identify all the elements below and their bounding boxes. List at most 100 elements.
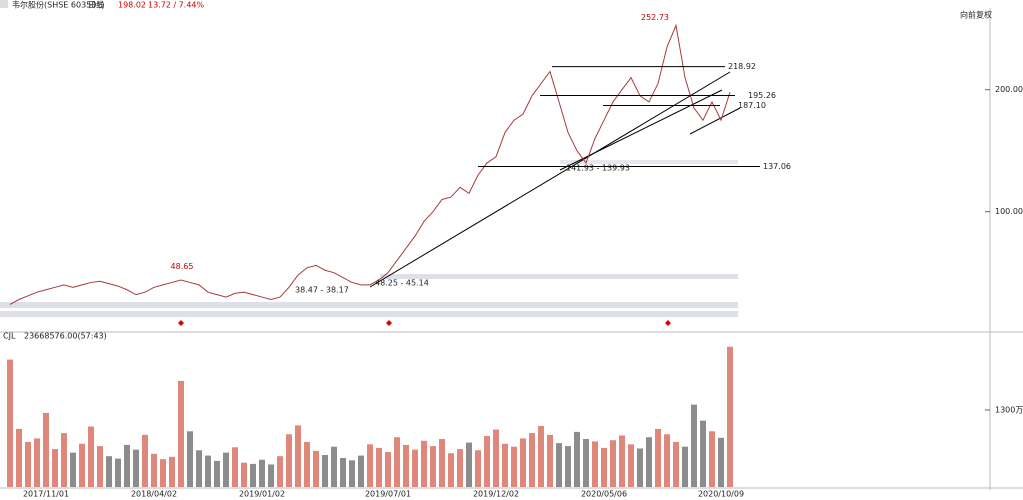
volume-bar (628, 444, 634, 487)
level-label: 218.92 (728, 62, 756, 71)
volume-bar (331, 446, 337, 487)
volume-bar (439, 439, 445, 487)
volume-bar (529, 433, 535, 487)
volume-bar (88, 426, 94, 487)
volume-bar (646, 437, 652, 487)
volume-bar (178, 380, 184, 487)
volume-bar (115, 458, 121, 487)
volume-bar (25, 441, 31, 487)
volume-bar (448, 453, 454, 487)
volume-bar (70, 452, 76, 487)
volume-bar (700, 420, 706, 487)
volume-bar (457, 449, 463, 487)
volume-bar (466, 442, 472, 487)
volume-bar (286, 434, 292, 487)
volume-bar (268, 464, 274, 487)
volume-bar (421, 440, 427, 487)
volume-bar (205, 455, 211, 487)
volume-bar (61, 433, 67, 487)
volume-bar (97, 446, 103, 487)
volume-bar (349, 460, 355, 487)
volume-bar (493, 429, 499, 487)
volume-bar (484, 436, 490, 487)
volume-bar (304, 441, 310, 487)
volume-bar (601, 447, 607, 487)
volume-bar (340, 457, 346, 487)
volume-bar (79, 443, 85, 487)
band (0, 302, 738, 308)
volume-title[interactable]: CJL (3, 332, 16, 341)
x-tick-label: 2019/01/02 (239, 490, 285, 499)
adjust-mode[interactable]: 向前复权 (960, 10, 992, 20)
volume-bar (709, 431, 715, 487)
price-annotation: 48.65 (171, 262, 194, 271)
volume-bar (655, 428, 661, 487)
price-line (9, 23, 731, 305)
volume-bar (673, 441, 679, 487)
volume-bar (619, 435, 625, 487)
volume-bar (214, 460, 220, 487)
volume-bar (241, 462, 247, 487)
x-tick-label: 2020/10/09 (698, 490, 744, 499)
x-tick-label: 2019/07/01 (365, 490, 411, 499)
level-label: 137.06 (763, 162, 791, 171)
volume-bar (223, 452, 229, 487)
volume-bar (322, 455, 328, 487)
volume-bar (727, 346, 733, 487)
volume-bar (187, 431, 193, 487)
volume-bar (232, 447, 238, 487)
price-annotation: 252.73 (641, 13, 669, 22)
x-tick-label: 2018/04/02 (131, 490, 177, 499)
band (0, 311, 738, 317)
volume-bar (556, 443, 562, 487)
volume-bar (511, 446, 517, 487)
volume-bar (610, 440, 616, 487)
y-tick-label: 100.00 (995, 207, 1023, 216)
volume-bar (547, 434, 553, 487)
symbol: 韦尔股份(SHSE 603501) (12, 0, 105, 10)
volume-bar (250, 463, 256, 487)
volume-bar (412, 449, 418, 487)
volume-bar (367, 444, 373, 487)
volume-subtitle: 23668576.00(57:43) (24, 332, 107, 341)
range-label: 141.93 - 139.93 (566, 164, 630, 173)
x-tick-label: 2019/12/02 (473, 490, 519, 499)
volume-bar (664, 434, 670, 487)
volume-bar (277, 456, 283, 487)
volume-bar (313, 450, 319, 487)
volume-bar (16, 428, 22, 487)
volume-bar (682, 446, 688, 487)
volume-bar (718, 437, 724, 487)
volume-bar (106, 456, 112, 487)
x-tick-label: 2020/05/06 (581, 490, 627, 499)
volume-bar (358, 455, 364, 487)
menu-icon[interactable] (0, 0, 8, 8)
volume-bar (430, 446, 436, 487)
volume-bar (169, 456, 175, 487)
volume-bar (43, 412, 49, 487)
volume-bar (565, 446, 571, 487)
trend-line (689, 107, 741, 135)
volume-bar (637, 448, 643, 487)
volume-bar (160, 459, 166, 487)
period[interactable]: 日线 (88, 0, 104, 10)
volume-bar (196, 450, 202, 487)
y-tick-label: 1300万 (995, 405, 1023, 414)
volume-bar (124, 444, 130, 487)
volume-bar (385, 452, 391, 487)
level-label: 195.26 (748, 91, 776, 100)
volume-bar (151, 453, 157, 487)
volume-bar (592, 441, 598, 487)
volume-bar (7, 359, 13, 487)
volume-bar (583, 439, 589, 487)
volume-bar (259, 459, 265, 487)
volume-bar (295, 425, 301, 487)
volume-bar (394, 437, 400, 487)
volume-bar (376, 447, 382, 487)
volume-bar (403, 444, 409, 487)
trend-line (559, 89, 723, 171)
last-price: 198.02 (118, 1, 146, 10)
volume-bar (475, 450, 481, 487)
band (560, 160, 738, 164)
